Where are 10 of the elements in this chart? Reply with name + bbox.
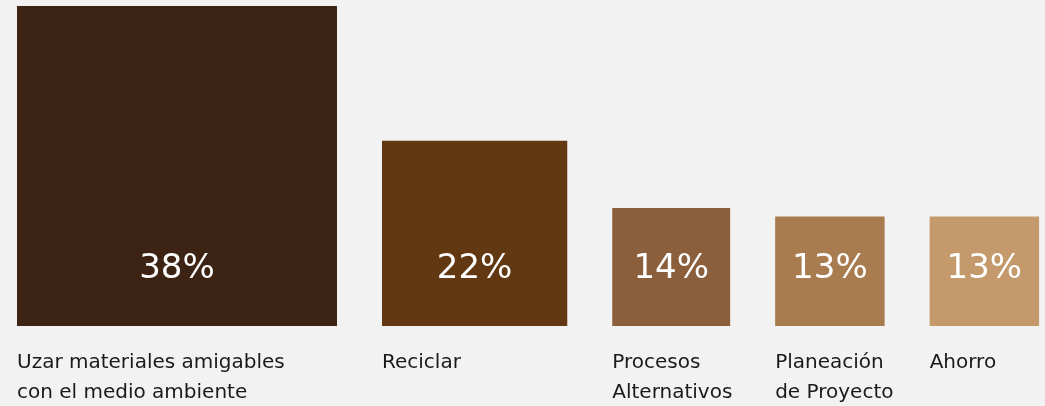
x-tick-label: Procesos Alternativos: [612, 349, 733, 403]
data-label: 13%: [946, 246, 1023, 286]
data-label: 13%: [792, 246, 868, 286]
x-tick-label: Planeación de Proyecto: [775, 349, 894, 403]
data-label: 14%: [633, 246, 709, 286]
data-label: 38%: [139, 246, 215, 286]
x-tick-label: Ahorro: [929, 349, 997, 373]
x-tick-label: Uzar materiales amigables con el medio ambiente: [17, 349, 292, 403]
x-tick-label: Reciclar: [382, 349, 462, 373]
data-label: 22%: [436, 246, 513, 286]
